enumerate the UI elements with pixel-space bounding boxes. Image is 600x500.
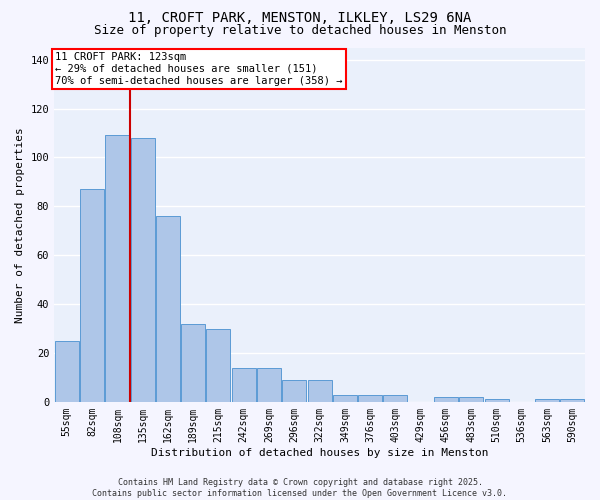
Bar xyxy=(257,368,281,402)
Bar xyxy=(560,400,584,402)
Y-axis label: Number of detached properties: Number of detached properties xyxy=(15,127,25,322)
Bar xyxy=(434,397,458,402)
Bar xyxy=(55,340,79,402)
Text: 11, CROFT PARK, MENSTON, ILKLEY, LS29 6NA: 11, CROFT PARK, MENSTON, ILKLEY, LS29 6N… xyxy=(128,11,472,25)
Bar xyxy=(282,380,307,402)
X-axis label: Distribution of detached houses by size in Menston: Distribution of detached houses by size … xyxy=(151,448,488,458)
Bar xyxy=(131,138,155,402)
Bar xyxy=(333,394,357,402)
Bar xyxy=(308,380,332,402)
Bar xyxy=(459,397,483,402)
Bar xyxy=(485,400,509,402)
Bar xyxy=(181,324,205,402)
Bar xyxy=(80,189,104,402)
Bar xyxy=(383,394,407,402)
Bar xyxy=(232,368,256,402)
Bar xyxy=(206,328,230,402)
Bar xyxy=(358,394,382,402)
Bar xyxy=(156,216,180,402)
Text: Contains HM Land Registry data © Crown copyright and database right 2025.
Contai: Contains HM Land Registry data © Crown c… xyxy=(92,478,508,498)
Text: Size of property relative to detached houses in Menston: Size of property relative to detached ho… xyxy=(94,24,506,37)
Bar xyxy=(106,136,130,402)
Text: 11 CROFT PARK: 123sqm
← 29% of detached houses are smaller (151)
70% of semi-det: 11 CROFT PARK: 123sqm ← 29% of detached … xyxy=(55,52,343,86)
Bar xyxy=(535,400,559,402)
